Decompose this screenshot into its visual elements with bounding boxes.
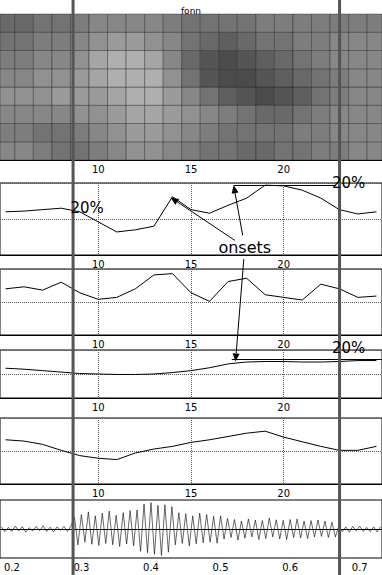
svg-text:20: 20 (277, 339, 290, 350)
svg-text:20%: 20% (332, 339, 365, 357)
svg-text:0.6: 0.6 (282, 562, 298, 573)
svg-text:20%: 20% (332, 174, 365, 192)
svg-text:20: 20 (277, 259, 290, 270)
svg-text:20%: 20% (70, 199, 103, 217)
svg-text:10: 10 (92, 339, 105, 350)
svg-text:20: 20 (277, 402, 290, 413)
svg-text:20: 20 (277, 488, 290, 499)
svg-text:0.5: 0.5 (213, 562, 229, 573)
svg-text:0.2: 0.2 (4, 562, 20, 573)
svg-text:0.7: 0.7 (352, 562, 368, 573)
svg-text:15: 15 (185, 402, 198, 413)
svg-text:15: 15 (185, 164, 198, 175)
svg-text:onsets: onsets (218, 238, 271, 257)
svg-text:15: 15 (185, 339, 198, 350)
svg-text:20: 20 (277, 164, 290, 175)
svg-text:15: 15 (185, 259, 198, 270)
svg-text:fonn: fonn (181, 6, 201, 16)
svg-text:0.4: 0.4 (143, 562, 159, 573)
svg-text:10: 10 (92, 164, 105, 175)
svg-text:10: 10 (92, 259, 105, 270)
svg-text:15: 15 (185, 488, 198, 499)
svg-text:10: 10 (92, 402, 105, 413)
svg-text:10: 10 (92, 488, 105, 499)
svg-text:0.3: 0.3 (73, 562, 89, 573)
